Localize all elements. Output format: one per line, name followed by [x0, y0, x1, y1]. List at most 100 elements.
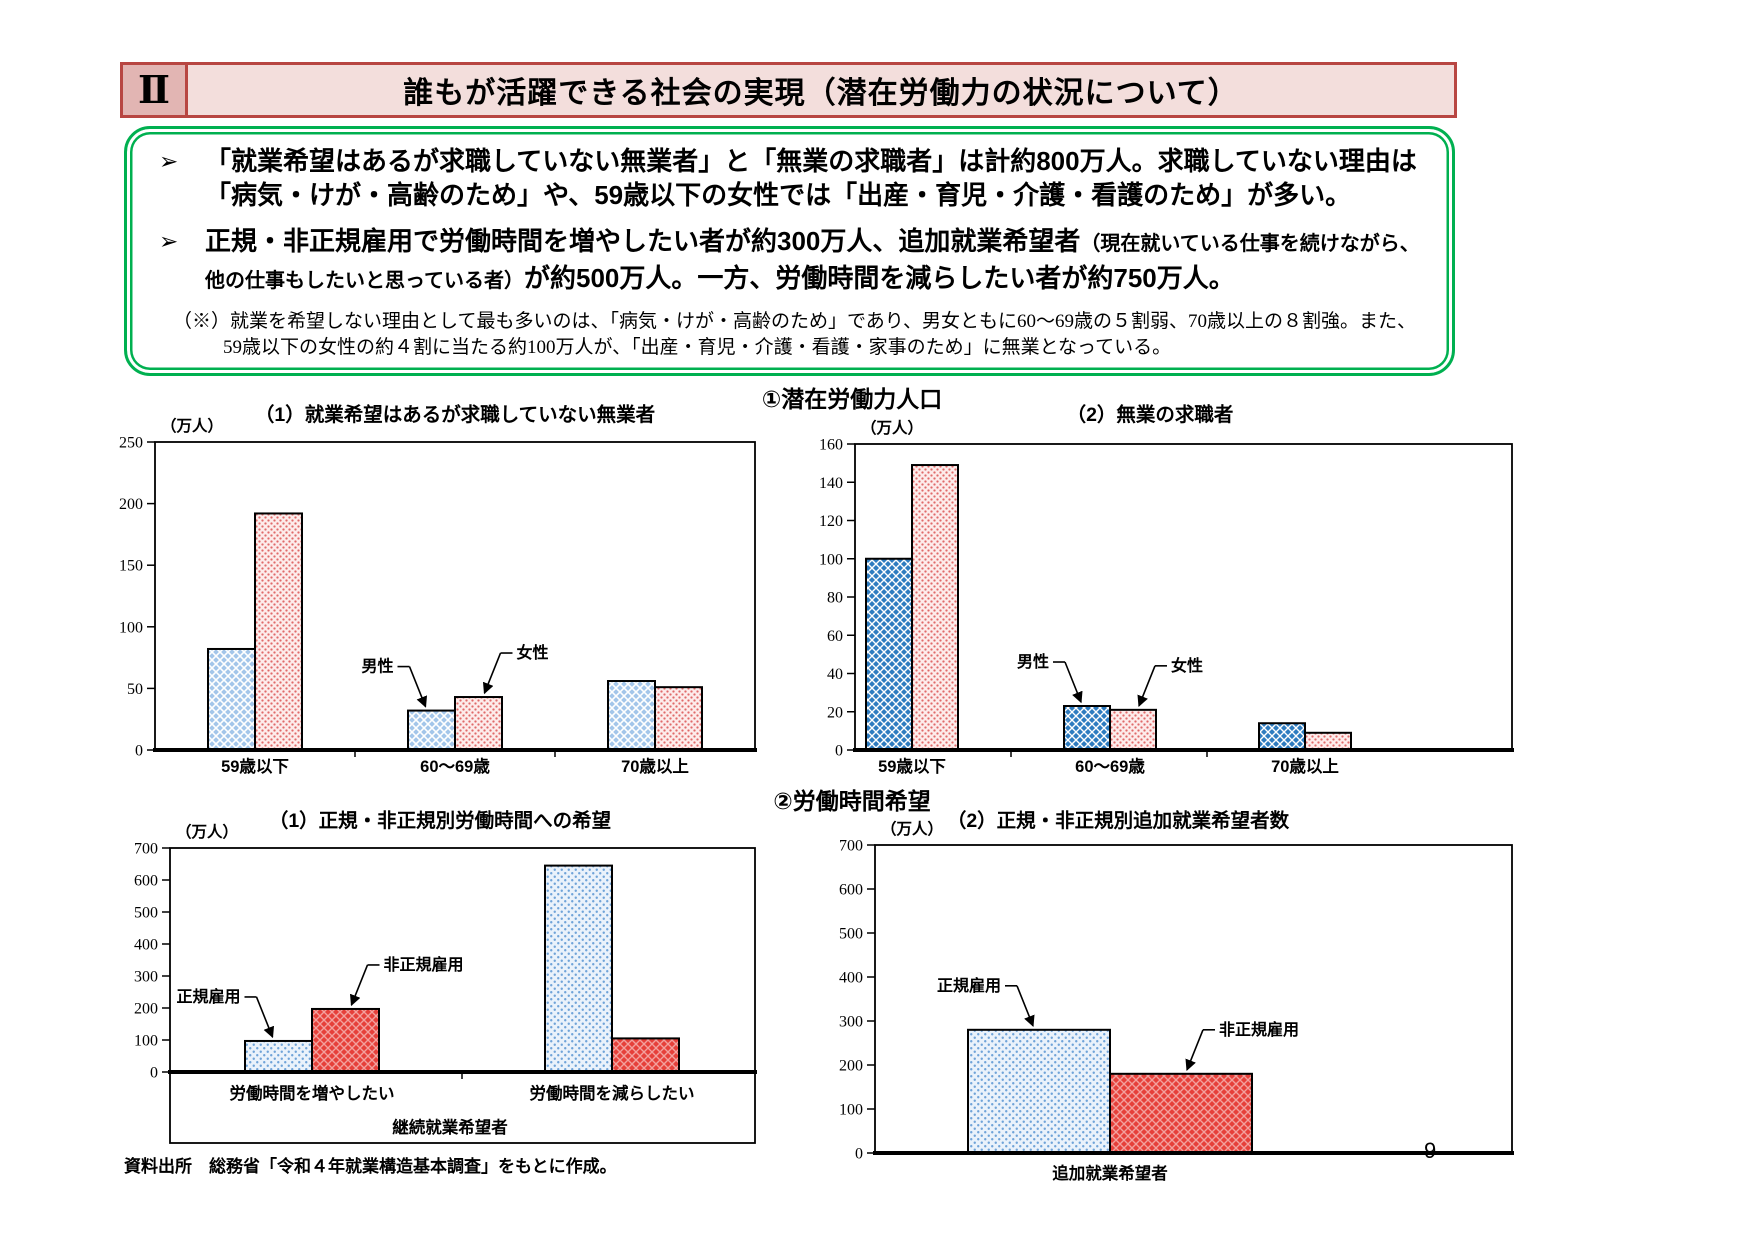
y-tick-label: 100 — [134, 1033, 158, 1050]
summary-box: ➢ 「就業希望はあるが求職していない無業者」と「無業の求職者」は計約800万人。… — [124, 126, 1455, 376]
bar — [911, 464, 959, 751]
section-heading-working-hours: ②労働時間希望 — [773, 788, 931, 814]
annotation-arrow — [1137, 665, 1156, 708]
y-tick-label: 160 — [819, 437, 843, 454]
annotation-label: 男性 — [361, 657, 393, 676]
bullet-item: ➢ 正規・非正規雇用で労働時間を増やしたい者が約300万人、追加就業希望者（現在… — [159, 224, 1422, 298]
section-number-badge: Ⅱ — [123, 65, 188, 115]
y-tick-label: 400 — [839, 970, 863, 987]
y-tick-label: 200 — [839, 1058, 863, 1075]
bullet-text-main: 正規・非正規雇用で労働時間を増やしたい者が約300万人、追加就業希望者 — [205, 226, 1081, 256]
category-label: 59歳以下 — [221, 756, 289, 776]
bar — [454, 696, 503, 751]
bar — [407, 709, 456, 751]
chart-title: （2）無業の求職者 — [1067, 403, 1234, 426]
footnote-marker: （※） — [173, 311, 231, 332]
bar — [254, 512, 303, 751]
plot-frame — [169, 847, 756, 1144]
y-tick-label: 20 — [827, 704, 843, 721]
axis-unit-label: （万人） — [176, 823, 238, 841]
y-tick-label: 100 — [819, 551, 843, 568]
annotation-label: 男性 — [1017, 652, 1049, 671]
annotation-label: 女性 — [517, 643, 549, 662]
y-tick-label: 140 — [819, 475, 843, 492]
y-tick-label: 600 — [134, 873, 158, 890]
bar — [1109, 708, 1157, 752]
annotation-arrow — [408, 666, 428, 708]
bullet-text-main: が約500万人。一方、労働時間を減らしたい者が約750万人。 — [524, 263, 1235, 293]
annotation-label: 女性 — [1171, 656, 1203, 675]
annotation-arrow — [1185, 1029, 1204, 1071]
y-tick-label: 300 — [134, 969, 158, 986]
source-note: 資料出所 総務省「令和４年就業構造基本調査」をもとに作成。 — [124, 1157, 617, 1176]
x-axis-label: 継続就業希望者 — [392, 1117, 508, 1137]
bullet-arrow-icon: ➢ — [159, 148, 179, 174]
y-tick-label: 700 — [839, 838, 863, 855]
bullet-item: ➢ 「就業希望はあるが求職していない無業者」と「無業の求職者」は計約800万人。… — [159, 144, 1422, 215]
axis-unit-label: （万人） — [881, 820, 943, 838]
y-tick-label: 120 — [819, 513, 843, 530]
y-tick-label: 400 — [134, 937, 158, 954]
annotation-arrow — [1064, 661, 1083, 704]
category-label: 60～69歳 — [1075, 756, 1145, 776]
category-label: 追加就業希望者 — [1052, 1163, 1168, 1183]
annotation-arrow — [255, 996, 275, 1039]
page-title: 誰もが活躍できる社会の実現（潜在労働力の状況について） — [188, 65, 1454, 115]
category-label: 労働時間を減らしたい — [530, 1083, 695, 1103]
annotation-label: 正規雇用 — [937, 976, 1001, 995]
bullet-text-paren: （現在就いている仕事を続けながら、他の仕事もしたいと思っている者） — [205, 233, 1420, 292]
chart-title: （1）就業希望はあるが求職していない無業者 — [255, 403, 655, 426]
bar — [1109, 1072, 1253, 1155]
page-number: 9 — [1424, 1138, 1437, 1163]
category-label: 59歳以下 — [878, 756, 946, 776]
bar — [1063, 705, 1111, 752]
annotation-label: 非正規雇用 — [384, 955, 464, 974]
bar — [611, 1037, 680, 1074]
bar — [311, 1007, 380, 1074]
axis-unit-label: （万人） — [861, 419, 923, 437]
y-tick-label: 250 — [119, 435, 143, 452]
bar — [865, 557, 913, 751]
chart-title: （2）正規・非正規別追加就業希望者数 — [947, 809, 1290, 832]
bar — [1258, 722, 1306, 751]
y-tick-label: 500 — [839, 926, 863, 943]
y-tick-label: 200 — [134, 1001, 158, 1018]
footnote: （※）就業を希望しない理由として最も多いのは、「病気・けが・高齢のため」であり、… — [173, 309, 1422, 361]
y-tick-label: 0 — [855, 1146, 863, 1163]
bullet-text: 「就業希望はあるが求職していない無業者」と「無業の求職者」は計約800万人。求職… — [205, 144, 1422, 215]
bar — [207, 647, 256, 752]
y-tick-label: 60 — [827, 628, 843, 645]
bar — [654, 686, 703, 752]
bullet-text: 正規・非正規雇用で労働時間を増やしたい者が約300万人、追加就業希望者（現在就い… — [205, 224, 1422, 298]
y-tick-label: 0 — [835, 743, 843, 760]
y-tick-label: 700 — [134, 841, 158, 858]
y-tick-label: 80 — [827, 590, 843, 607]
section-heading-potential-labor: ①潜在労働力人口 — [761, 386, 943, 412]
bullet-arrow-icon: ➢ — [159, 228, 179, 254]
axis-unit-label: （万人） — [161, 417, 223, 435]
category-label: 70歳以上 — [1271, 756, 1339, 776]
y-tick-label: 500 — [134, 905, 158, 922]
y-tick-label: 600 — [839, 882, 863, 899]
bar — [607, 680, 656, 751]
y-tick-label: 200 — [119, 496, 143, 513]
y-tick-label: 300 — [839, 1014, 863, 1031]
y-tick-label: 0 — [135, 743, 143, 760]
annotation-arrow — [349, 964, 369, 1007]
header-bar: Ⅱ 誰もが活躍できる社会の実現（潜在労働力の状況について） — [120, 62, 1457, 118]
y-tick-label: 50 — [127, 681, 143, 698]
annotation-arrow — [1016, 985, 1035, 1027]
category-label: 労働時間を増やしたい — [230, 1083, 395, 1103]
category-label: 70歳以上 — [621, 756, 689, 776]
footnote-text: 就業を希望しない理由として最も多いのは、「病気・けが・高齢のため」であり、男女と… — [223, 311, 1416, 358]
y-tick-label: 0 — [150, 1065, 158, 1082]
annotation-label: 正規雇用 — [176, 987, 240, 1006]
bullet-text-main: 「就業希望はあるが求職していない無業者」と「無業の求職者」は計約800万人。求職… — [205, 146, 1417, 210]
annotation-arrow — [482, 652, 502, 695]
chart-title: （1）正規・非正規別労働時間への希望 — [269, 809, 611, 832]
annotation-label: 非正規雇用 — [1219, 1020, 1299, 1039]
bar — [544, 864, 613, 1073]
y-tick-label: 100 — [119, 619, 143, 636]
